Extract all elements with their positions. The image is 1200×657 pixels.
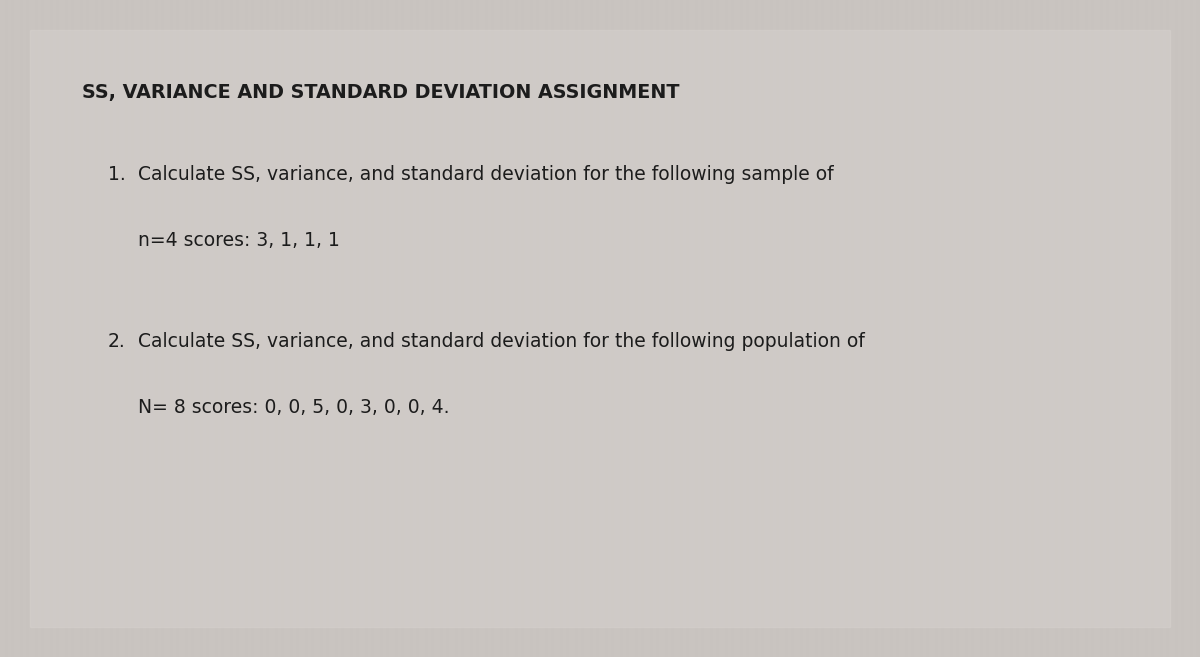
Text: Calculate SS, variance, and standard deviation for the following sample of: Calculate SS, variance, and standard dev… bbox=[138, 165, 834, 184]
Text: 2.: 2. bbox=[108, 332, 126, 351]
Text: Calculate SS, variance, and standard deviation for the following population of: Calculate SS, variance, and standard dev… bbox=[138, 332, 865, 351]
Text: SS, VARIANCE AND STANDARD DEVIATION ASSIGNMENT: SS, VARIANCE AND STANDARD DEVIATION ASSI… bbox=[82, 83, 679, 102]
Text: 1.: 1. bbox=[108, 165, 126, 184]
Text: N= 8 scores: 0, 0, 5, 0, 3, 0, 0, 4.: N= 8 scores: 0, 0, 5, 0, 3, 0, 0, 4. bbox=[138, 398, 450, 417]
Text: n=4 scores: 3, 1, 1, 1: n=4 scores: 3, 1, 1, 1 bbox=[138, 231, 340, 250]
